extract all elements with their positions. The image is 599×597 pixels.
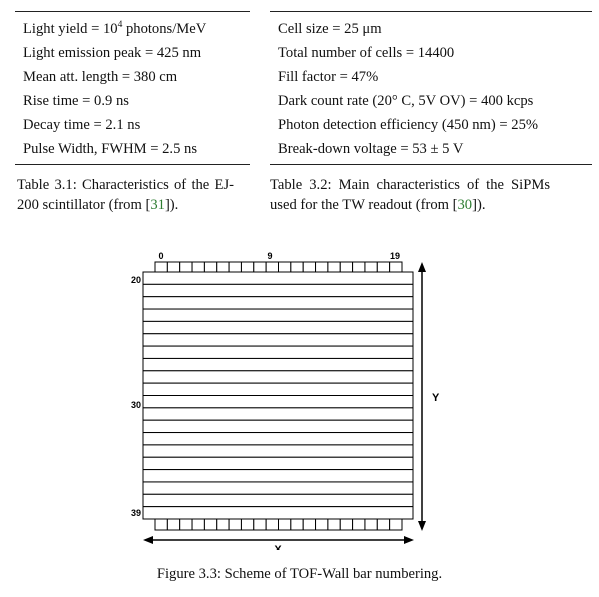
- horizontal-bar-22: [142, 296, 414, 310]
- bar-label-30: 30: [131, 400, 141, 410]
- x-axis-label: X: [274, 544, 282, 550]
- table-row: Photon detection efficiency (450 nm) = 2…: [278, 117, 539, 133]
- horizontal-bar-34: [142, 444, 414, 458]
- table-row: Fill factor = 47%: [278, 69, 379, 85]
- bar-label-0: 0: [158, 251, 163, 261]
- table-row: Break-down voltage = 53 ± 5 V: [278, 141, 464, 157]
- y-axis-label: Y: [432, 392, 440, 404]
- table-3-2: Cell size = 25 μm Total number of cells =…: [270, 11, 592, 165]
- citation-link[interactable]: 30: [457, 196, 473, 213]
- figure-3-3-caption: Figure 3.3: Scheme of TOF-Wall bar numbe…: [156, 566, 443, 582]
- bar-label-39: 39: [131, 508, 141, 518]
- table-row: Decay time = 2.1 ns: [15, 113, 250, 137]
- horizontal-bar-39: [142, 506, 414, 520]
- horizontal-bar-20: [142, 271, 414, 285]
- row-text: Decay time = 2.1 ns: [23, 117, 141, 133]
- table-3-2-caption: Table 3.2: Main characteristics of the S…: [270, 176, 550, 215]
- y-axis-arrow: [418, 262, 426, 531]
- horizontal-bar-23: [142, 308, 414, 322]
- horizontal-bar-37: [142, 481, 414, 495]
- table-row: Total number of cells = 14400: [278, 45, 455, 61]
- horizontal-bar-24: [142, 320, 414, 335]
- horizontal-bar-29: [142, 382, 414, 396]
- row-text-unit: photons/MeV: [122, 21, 207, 37]
- table-top-rule: [270, 11, 592, 12]
- horizontal-bar-28: [142, 370, 414, 384]
- citation-link[interactable]: 31: [150, 196, 165, 213]
- table-bottom-rule: [270, 164, 592, 165]
- horizontal-bar-32: [142, 419, 414, 434]
- horizontal-bar-31: [142, 407, 414, 421]
- bar-label-9: 9: [267, 251, 272, 261]
- caption-label: Table 3.1:: [17, 177, 77, 193]
- table-row: Light emission peak = 425 nm: [15, 41, 250, 65]
- horizontal-bars: [142, 271, 414, 520]
- caption-text-end: ]).: [472, 196, 486, 213]
- table-row: Light yield = 104 photons/MeV: [15, 17, 250, 41]
- bar-label-19: 19: [390, 251, 400, 261]
- horizontal-bar-21: [142, 283, 414, 298]
- caption-text: Characteristics of the EJ-200 scintillat…: [17, 177, 234, 213]
- horizontal-bar-26: [142, 345, 414, 359]
- row-text: Pulse Width, FWHM = 2.5 ns: [23, 141, 197, 157]
- table-body: Light yield = 104 photons/MeV Light emiss…: [15, 12, 250, 164]
- table-row: Mean att. length = 380 cm: [15, 65, 250, 89]
- table-3-1-caption: Table 3.1: Characteristics of the EJ-200…: [17, 176, 234, 215]
- horizontal-bar-35: [142, 456, 414, 471]
- horizontal-bar-36: [142, 469, 414, 483]
- exponent: 4: [117, 20, 123, 30]
- x-axis-arrow: [143, 536, 414, 544]
- bar-label-20: 20: [131, 275, 141, 285]
- table-row: Rise time = 0.9 ns: [15, 89, 250, 113]
- horizontal-bar-25: [142, 333, 414, 347]
- caption-text: Main characteristics of the SiPMs used f…: [270, 177, 551, 213]
- table-row: Cell size = 25 μm: [278, 21, 382, 37]
- caption-text-end: ]).: [164, 196, 179, 213]
- table-top-rule: [15, 11, 250, 12]
- tof-wall-diagram: 0 9 19 20 30 39 Y X: [131, 251, 440, 550]
- table-row: Dark count rate (20° C, 5V OV) = 400 kcp…: [278, 93, 534, 109]
- table-bottom-rule: [15, 164, 250, 165]
- horizontal-bar-27: [142, 357, 414, 372]
- horizontal-bar-38: [142, 493, 414, 508]
- table-row: Pulse Width, FWHM = 2.5 ns: [15, 137, 250, 161]
- row-text: Mean att. length = 380 cm: [23, 69, 178, 85]
- row-text: Light emission peak = 425 nm: [23, 45, 202, 61]
- horizontal-bar-33: [142, 432, 414, 446]
- horizontal-bar-30: [142, 395, 414, 409]
- table-3-1: Light yield = 104 photons/MeV Light emiss…: [15, 11, 250, 165]
- table-body: Cell size = 25 μm Total number of cells =…: [270, 12, 592, 164]
- row-text: Light yield = 10: [23, 21, 118, 37]
- caption-label: Table 3.2:: [270, 177, 332, 193]
- row-text: Rise time = 0.9 ns: [23, 93, 129, 109]
